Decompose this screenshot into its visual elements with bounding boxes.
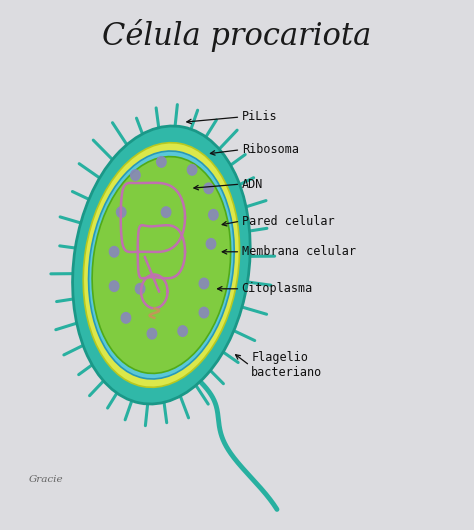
Circle shape xyxy=(199,278,209,289)
Text: Célula procariota: Célula procariota xyxy=(102,19,372,52)
Circle shape xyxy=(136,284,145,294)
Circle shape xyxy=(121,313,131,323)
Text: Gracie: Gracie xyxy=(29,475,64,484)
Text: Citoplasma: Citoplasma xyxy=(242,282,313,295)
Circle shape xyxy=(147,329,156,339)
Circle shape xyxy=(109,281,119,292)
Circle shape xyxy=(204,183,213,193)
Circle shape xyxy=(161,207,171,217)
Text: ADN: ADN xyxy=(242,178,263,191)
Circle shape xyxy=(209,209,218,220)
Circle shape xyxy=(206,238,216,249)
Text: Ribosoma: Ribosoma xyxy=(242,143,299,156)
Text: Flagelio
bacteriano: Flagelio bacteriano xyxy=(251,351,322,379)
Text: Membrana celular: Membrana celular xyxy=(242,245,356,258)
Ellipse shape xyxy=(89,151,234,379)
Text: Pared celular: Pared celular xyxy=(242,215,334,227)
Ellipse shape xyxy=(83,143,239,387)
Text: PiLis: PiLis xyxy=(242,110,277,123)
Ellipse shape xyxy=(73,126,250,404)
Circle shape xyxy=(187,164,197,175)
Circle shape xyxy=(199,307,209,318)
Circle shape xyxy=(156,157,166,167)
Ellipse shape xyxy=(92,156,231,374)
Circle shape xyxy=(131,170,140,180)
Circle shape xyxy=(109,246,119,257)
Circle shape xyxy=(117,207,126,217)
Circle shape xyxy=(178,326,187,337)
